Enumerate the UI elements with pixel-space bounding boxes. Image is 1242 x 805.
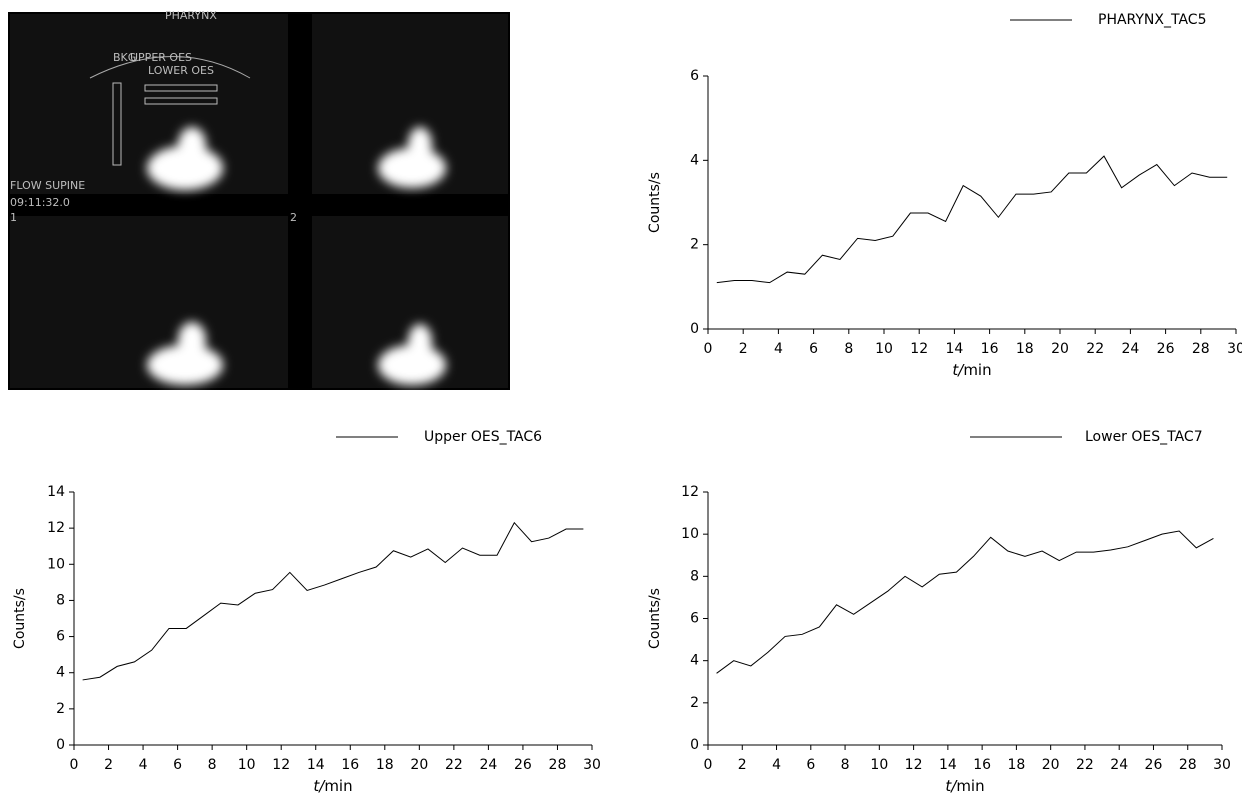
x-tick-label: 18 xyxy=(1007,757,1025,773)
y-tick-label: 10 xyxy=(681,526,699,542)
x-tick-label: 10 xyxy=(238,757,256,773)
x-tick-label: 4 xyxy=(139,757,148,773)
x-tick-label: 26 xyxy=(1145,757,1163,773)
x-tick-label: 2 xyxy=(104,757,113,773)
y-tick-label: 12 xyxy=(681,484,699,500)
x-tick-label: 14 xyxy=(939,757,957,773)
x-tick-label: 4 xyxy=(772,757,781,773)
x-tick-label: 28 xyxy=(1192,341,1210,357)
data-line xyxy=(716,155,1228,284)
x-tick-label: 4 xyxy=(774,341,783,357)
legend-label: PHARYNX_TAC5 xyxy=(1098,12,1206,28)
x-tick-label: 6 xyxy=(173,757,182,773)
y-tick-label: 10 xyxy=(47,556,65,572)
y-axis-label: Counts/s xyxy=(12,588,28,649)
y-tick-label: 12 xyxy=(47,520,65,536)
legend-label: Upper OES_TAC6 xyxy=(424,429,542,445)
x-tick-label: 28 xyxy=(549,757,567,773)
y-axis-label: Counts/s xyxy=(647,172,663,233)
image-label: 09:11:32.0 xyxy=(10,196,70,209)
x-tick-label: 0 xyxy=(704,757,713,773)
x-tick-label: 18 xyxy=(376,757,394,773)
x-tick-label: 26 xyxy=(1157,341,1175,357)
image-label: FLOW SUPINE xyxy=(10,179,85,192)
x-axis-label: t/min xyxy=(952,361,992,379)
x-tick-label: 24 xyxy=(1110,757,1128,773)
image-label: LOWER OES xyxy=(148,64,214,77)
image-label: PHARYNX xyxy=(165,9,217,22)
x-tick-label: 8 xyxy=(841,757,850,773)
x-tick-label: 28 xyxy=(1179,757,1197,773)
x-tick-label: 0 xyxy=(70,757,79,773)
x-tick-label: 30 xyxy=(583,757,601,773)
x-tick-label: 14 xyxy=(307,757,325,773)
x-tick-label: 14 xyxy=(945,341,963,357)
x-tick-label: 16 xyxy=(981,341,999,357)
x-tick-label: 26 xyxy=(514,757,532,773)
x-tick-label: 12 xyxy=(910,341,928,357)
x-tick-label: 8 xyxy=(844,341,853,357)
image-label: UPPER OES xyxy=(130,51,192,64)
y-axis-label: Counts/s xyxy=(647,588,663,649)
x-tick-label: 6 xyxy=(809,341,818,357)
y-tick-label: 8 xyxy=(56,592,65,608)
x-tick-label: 0 xyxy=(704,341,713,357)
y-tick-label: 2 xyxy=(690,237,699,253)
y-tick-label: 4 xyxy=(690,152,699,168)
x-tick-label: 20 xyxy=(410,757,428,773)
x-tick-label: 22 xyxy=(445,757,463,773)
x-tick-label: 24 xyxy=(1121,341,1139,357)
y-tick-label: 4 xyxy=(690,653,699,669)
y-tick-label: 6 xyxy=(56,629,65,645)
x-tick-label: 20 xyxy=(1042,757,1060,773)
y-tick-label: 2 xyxy=(690,695,699,711)
image-label: BKG xyxy=(113,51,136,64)
data-line xyxy=(716,530,1214,674)
x-tick-label: 18 xyxy=(1016,341,1034,357)
y-tick-label: 0 xyxy=(690,321,699,337)
x-tick-label: 22 xyxy=(1076,757,1094,773)
x-tick-label: 22 xyxy=(1086,341,1104,357)
y-tick-label: 4 xyxy=(56,665,65,681)
y-tick-label: 6 xyxy=(690,611,699,627)
x-tick-label: 12 xyxy=(905,757,923,773)
x-tick-label: 16 xyxy=(341,757,359,773)
x-tick-label: 8 xyxy=(208,757,217,773)
y-tick-label: 6 xyxy=(690,68,699,84)
y-tick-label: 0 xyxy=(690,737,699,753)
x-tick-label: 20 xyxy=(1051,341,1069,357)
image-label: 2 xyxy=(290,211,297,224)
data-line xyxy=(82,521,584,681)
y-tick-label: 8 xyxy=(690,568,699,584)
x-tick-label: 12 xyxy=(272,757,290,773)
x-tick-label: 30 xyxy=(1227,341,1242,357)
x-tick-label: 10 xyxy=(870,757,888,773)
scintigraphy-image: PHARYNX BKG UPPER OES LOWER OES FLOW SUP… xyxy=(8,9,510,390)
x-tick-label: 2 xyxy=(738,757,747,773)
x-tick-label: 2 xyxy=(739,341,748,357)
x-tick-label: 30 xyxy=(1213,757,1231,773)
x-tick-label: 6 xyxy=(806,757,815,773)
image-label: 1 xyxy=(10,211,17,224)
x-tick-label: 24 xyxy=(479,757,497,773)
x-tick-label: 16 xyxy=(973,757,991,773)
y-tick-label: 14 xyxy=(47,484,65,500)
x-axis-label: t/min xyxy=(945,777,985,795)
y-tick-label: 2 xyxy=(56,701,65,717)
legend-label: Lower OES_TAC7 xyxy=(1085,429,1203,445)
y-tick-label: 0 xyxy=(56,737,65,753)
x-tick-label: 10 xyxy=(875,341,893,357)
x-axis-label: t/min xyxy=(313,777,353,795)
